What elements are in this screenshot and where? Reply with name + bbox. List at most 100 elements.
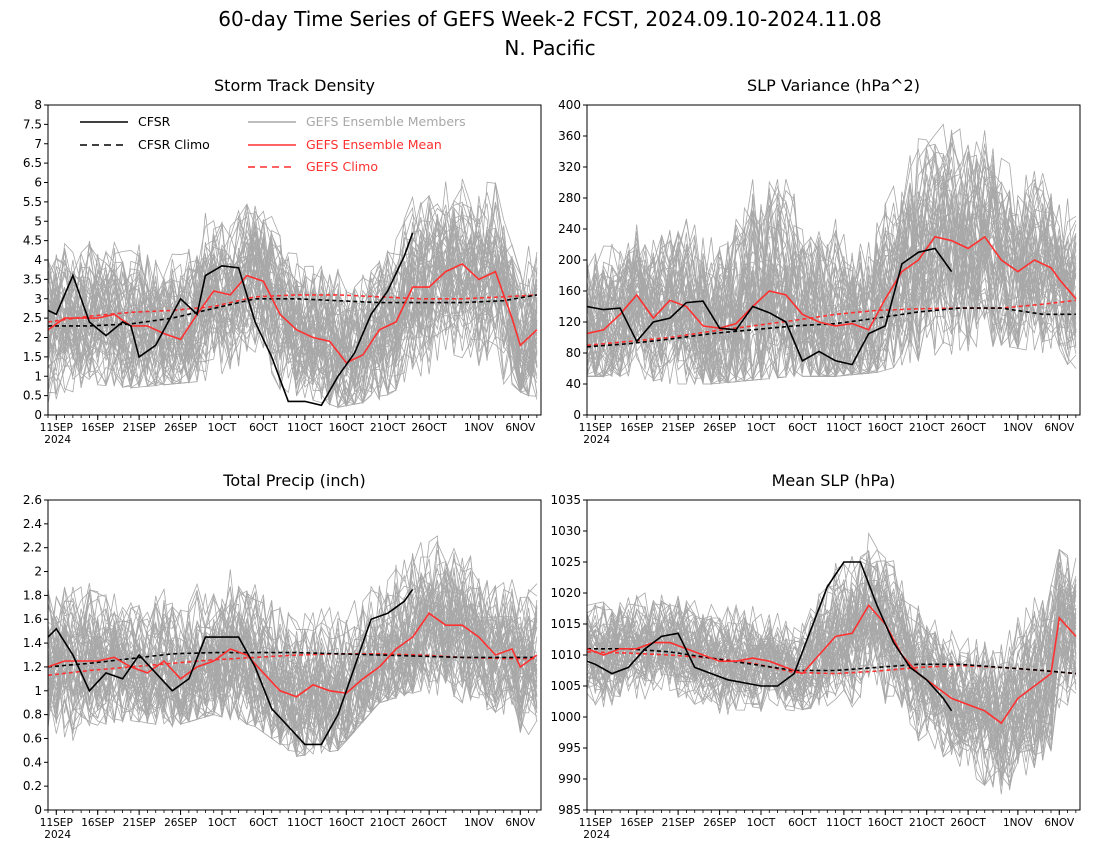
x-year-label: 2024 (583, 829, 610, 841)
x-tick-label: 26OCT (411, 817, 447, 829)
x-tick-label: 26OCT (411, 422, 447, 434)
x-tick-label: 26SEP (164, 422, 197, 434)
x-tick-label: 11SEP (40, 817, 73, 829)
y-tick-label: 0.4 (23, 755, 42, 769)
panel-4: Mean SLP (hPa) 985 990 995 1000 1005 1010 1015 1… (550, 471, 1081, 841)
y-tick-label: 0.5 (23, 389, 42, 403)
y-tick-label: 160 (558, 284, 581, 298)
y-tick-label: 1.6 (23, 612, 42, 626)
x-tick-label: 26SEP (703, 817, 736, 829)
member-line (587, 587, 1077, 717)
y-tick-label: 2 (34, 331, 42, 345)
member-line (48, 238, 538, 394)
ensemble-members (48, 178, 538, 409)
x-tick-label: 11OCT (826, 817, 862, 829)
y-tick-label: 0.8 (23, 708, 42, 722)
plot-area (587, 532, 1077, 795)
plot-area (587, 123, 1077, 386)
x-tick-label: 21OCT (909, 817, 945, 829)
x-tick-label: 1OCT (208, 422, 237, 434)
panel-title: Total Precip (inch) (222, 471, 365, 490)
y-tick-label: 5 (34, 214, 42, 228)
x-tick-label: 1NOV (464, 422, 495, 434)
member-line (587, 169, 1077, 359)
member-line (48, 622, 538, 752)
member-line (48, 213, 538, 367)
legend-label-members: GEFS Ensemble Members (306, 114, 466, 129)
member-line (48, 539, 538, 702)
y-tick-label: 1025 (550, 555, 581, 569)
x-tick-label: 26OCT (950, 422, 986, 434)
y-tick-label: 995 (558, 741, 581, 755)
y-tick-label: 200 (558, 253, 581, 267)
member-line (48, 227, 538, 369)
member-line (48, 612, 538, 742)
series-cfsr-climo (48, 651, 537, 668)
panel-title: Mean SLP (hPa) (772, 471, 896, 490)
y-tick-label: 8 (34, 98, 42, 112)
legend-label-cfsr-climo: CFSR Climo (138, 137, 210, 152)
member-line (587, 557, 1077, 726)
x-tick-label: 6NOV (1044, 817, 1075, 829)
x-tick-label: 6NOV (505, 817, 536, 829)
x-tick-label: 6NOV (505, 422, 536, 434)
panel-3: Total Precip (inch) 0 0.2 0.4 0.6 0.8 1 1.2 1.4 1… (23, 471, 542, 841)
x-tick-label: 21SEP (662, 422, 695, 434)
y-tick-label: 1 (34, 369, 42, 383)
x-year-label: 2024 (583, 434, 610, 446)
x-tick-label: 1OCT (747, 422, 776, 434)
y-tick-label: 4 (34, 253, 42, 267)
x-tick-label: 16SEP (81, 422, 114, 434)
panels: Storm Track Density 0 0.5 1 1.5 2 2.5 3 3.5 4 4.5 5… (23, 76, 1081, 841)
legend-label-gefs-climo: GEFS Climo (306, 159, 378, 174)
member-line (48, 246, 538, 375)
x-tick-label: 16OCT (868, 422, 904, 434)
x-tick-label: 11SEP (579, 422, 612, 434)
x-tick-label: 1NOV (1003, 422, 1034, 434)
member-line (587, 612, 1077, 785)
y-tick-label: 2.5 (23, 311, 42, 325)
y-tick-label: 1.5 (23, 350, 42, 364)
x-tick-label: 16SEP (620, 422, 653, 434)
member-line (48, 192, 538, 356)
y-tick-label: 400 (558, 98, 581, 112)
x-tick-label: 1OCT (747, 817, 776, 829)
x-tick-label: 11SEP (579, 817, 612, 829)
y-tick-label: 1020 (550, 586, 581, 600)
member-line (587, 561, 1077, 759)
x-tick-label: 6OCT (788, 422, 817, 434)
x-tick-label: 16SEP (620, 817, 653, 829)
x-tick-label: 26SEP (164, 817, 197, 829)
y-tick-label: 1000 (550, 710, 581, 724)
y-tick-label: 2.6 (23, 493, 42, 507)
y-tick-label: 320 (558, 160, 581, 174)
member-line (48, 597, 538, 757)
member-line (48, 270, 538, 407)
legend: CFSR CFSR Climo GEFS Ensemble Members GEFS … (80, 114, 466, 174)
member-line (587, 123, 1077, 339)
panel-1: Storm Track Density 0 0.5 1 1.5 2 2.5 3 3.5 4 4.5 5… (23, 76, 542, 446)
y-tick-label: 6 (34, 176, 42, 190)
x-tick-label: 11OCT (826, 422, 862, 434)
member-line (48, 625, 538, 753)
y-tick-label: 1005 (550, 679, 581, 693)
plot-frame (47, 499, 542, 811)
member-line (48, 203, 538, 377)
panel-title: SLP Variance (hPa^2) (747, 76, 920, 95)
x-tick-label: 6OCT (788, 817, 817, 829)
plot-area (48, 535, 538, 758)
x-tick-label: 11OCT (287, 422, 323, 434)
y-tick-label: 7 (34, 137, 42, 151)
x-tick-label: 21OCT (370, 422, 406, 434)
y-tick-label: 1.8 (23, 588, 42, 602)
y-tick-label: 990 (558, 772, 581, 786)
legend-label-ens-mean: GEFS Ensemble Mean (306, 137, 442, 152)
member-line (48, 178, 538, 365)
series-ens-mean (587, 604, 1077, 725)
member-line (587, 222, 1077, 385)
x-tick-label: 21SEP (123, 422, 156, 434)
y-tick-label: 0.2 (23, 779, 42, 793)
y-tick-label: 2.2 (23, 541, 42, 555)
x-tick-label: 11SEP (40, 422, 73, 434)
